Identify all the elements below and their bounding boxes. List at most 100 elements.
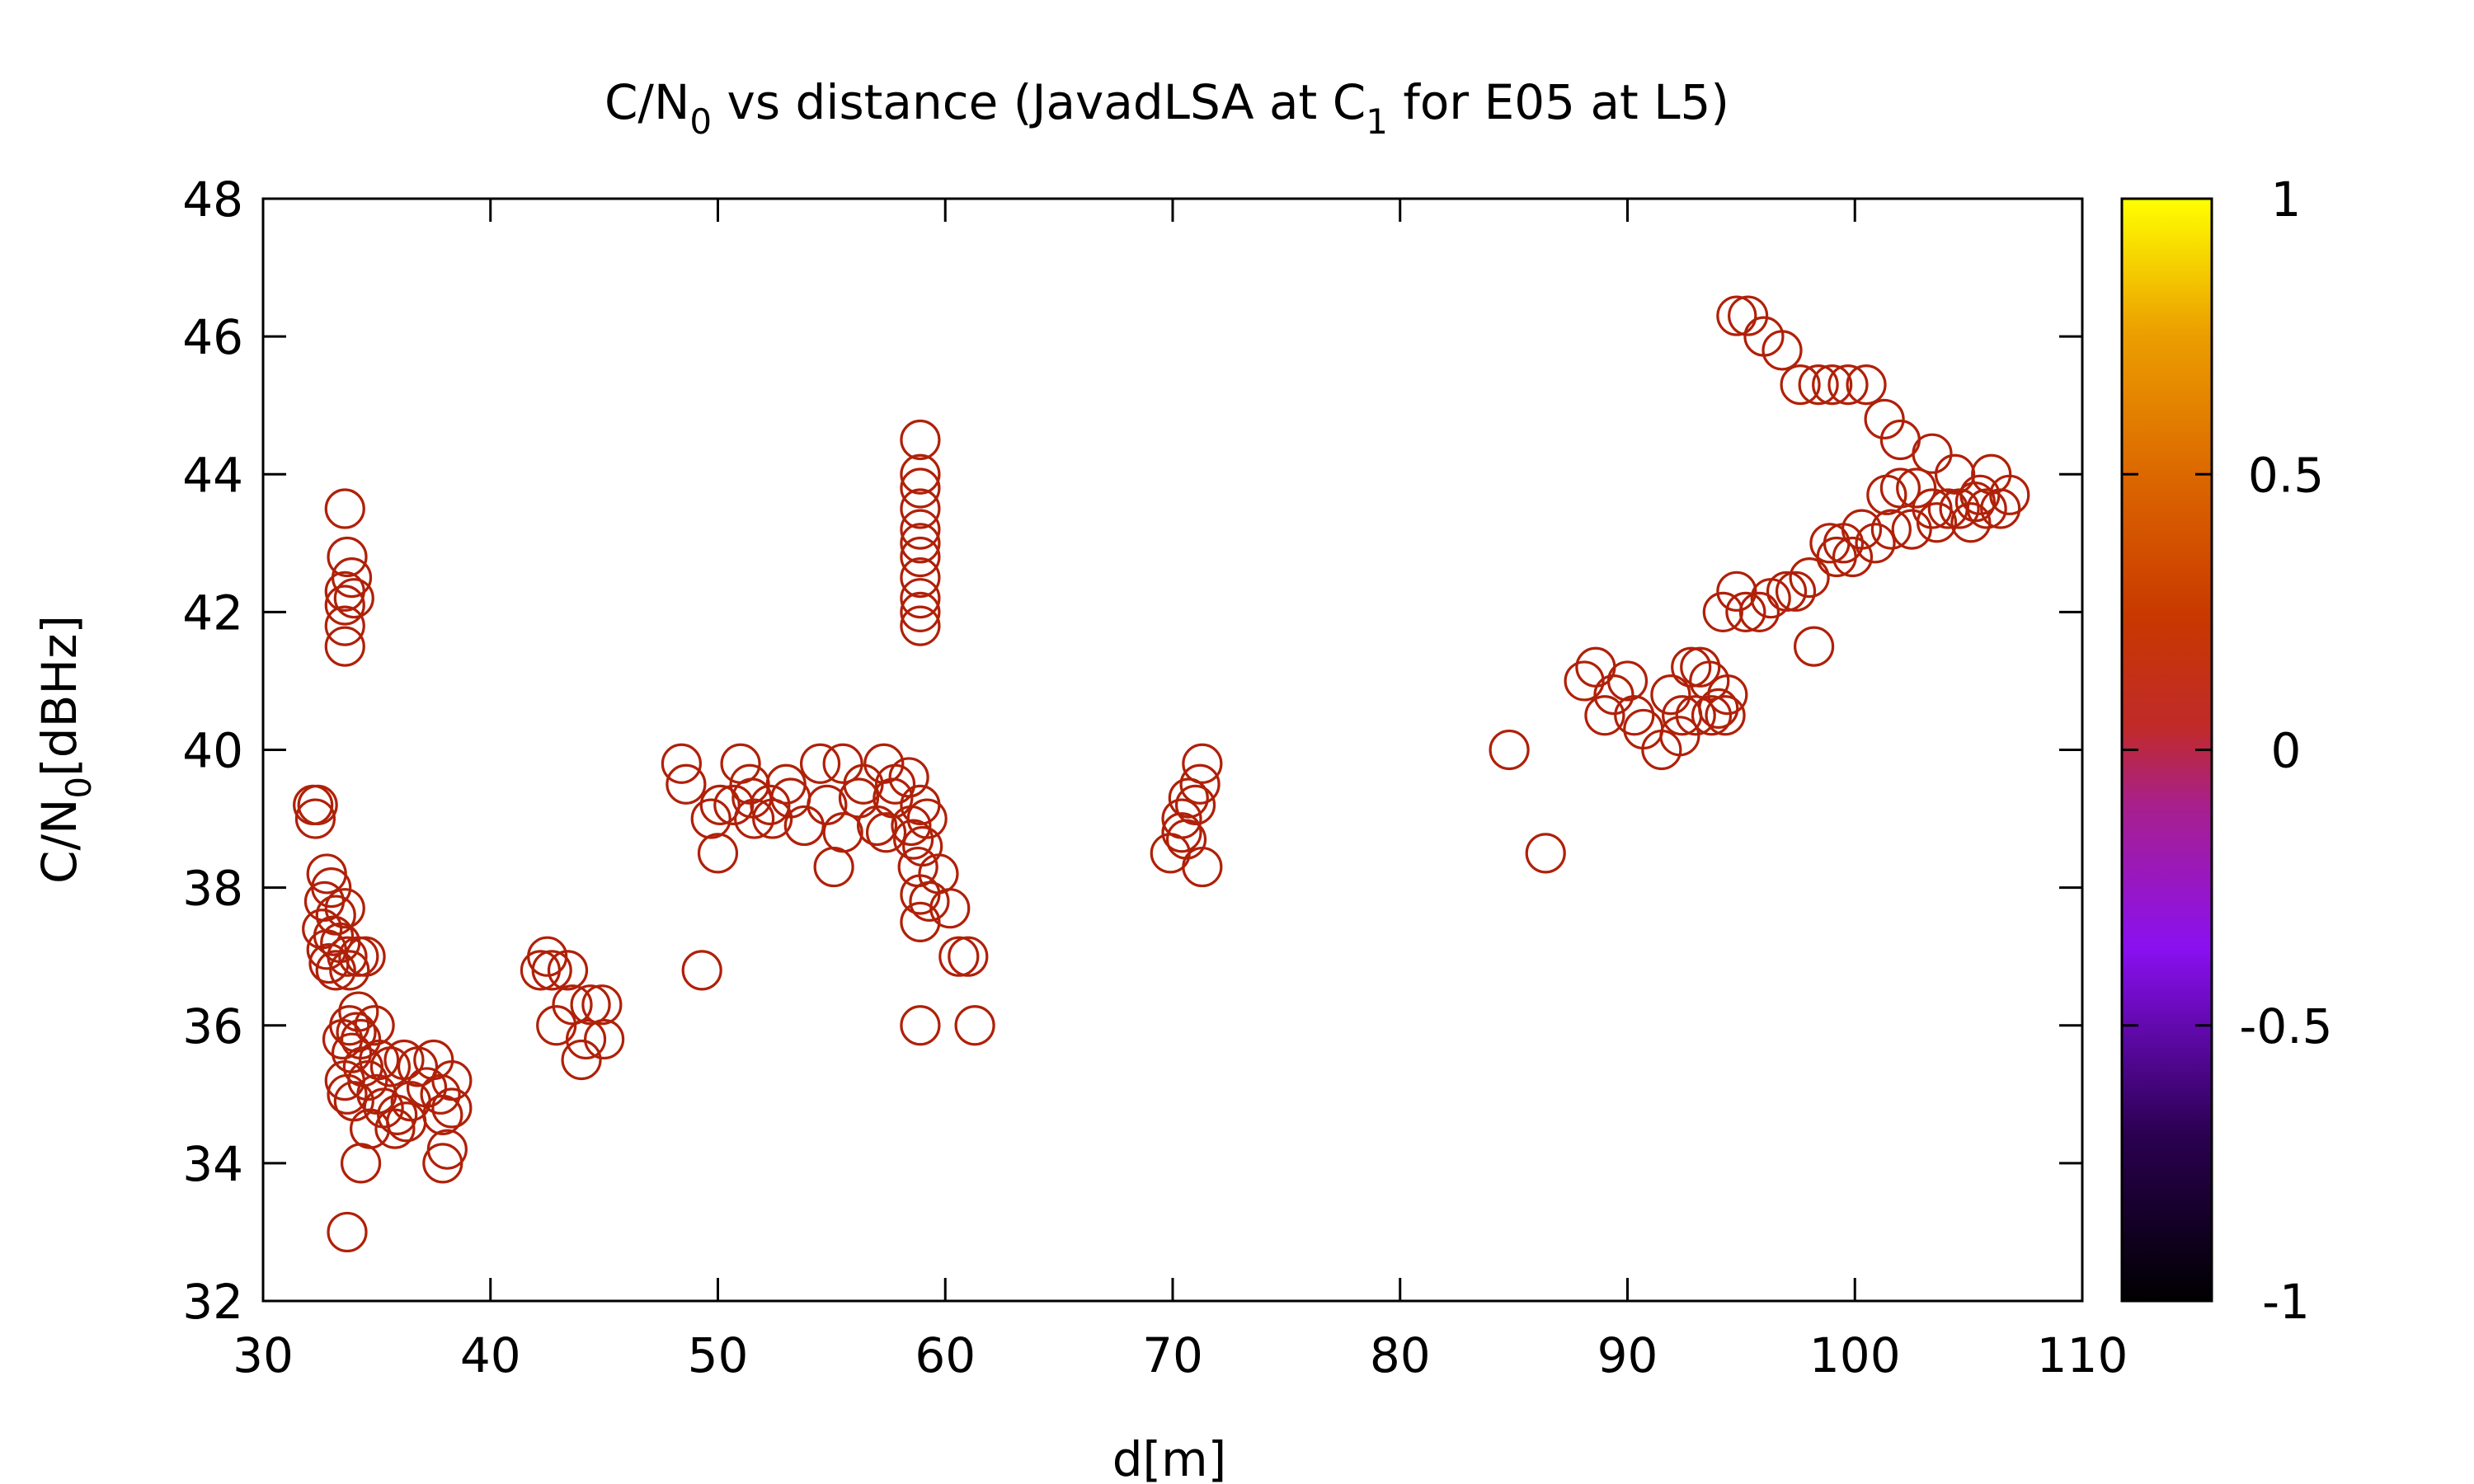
data-point	[327, 936, 368, 977]
data-point	[1707, 674, 1748, 716]
data-point	[729, 763, 770, 805]
data-point	[1934, 453, 1976, 495]
data-point	[552, 984, 593, 1026]
data-point	[1691, 695, 1733, 736]
data-point	[1846, 364, 1887, 406]
data-point	[1864, 398, 1905, 439]
data-point	[1728, 295, 1769, 336]
data-point	[822, 743, 863, 784]
colorbar-tick-label: 0	[2271, 723, 2302, 779]
data-point	[324, 488, 365, 529]
data-point	[1168, 777, 1209, 819]
data-point	[713, 784, 755, 825]
data-point	[1584, 695, 1625, 736]
data-point	[900, 874, 941, 915]
y-tick-label: 44	[182, 447, 243, 503]
data-point	[297, 784, 338, 825]
data-point	[856, 805, 898, 847]
data-point	[386, 1101, 427, 1143]
data-point	[1680, 646, 1721, 688]
data-point	[900, 536, 941, 578]
data-point	[1182, 743, 1223, 784]
data-point	[1891, 509, 1932, 550]
data-point	[584, 1018, 625, 1060]
data-point	[420, 1073, 461, 1115]
x-tick-label: 30	[233, 1327, 294, 1383]
data-point	[900, 419, 941, 461]
data-point	[324, 571, 365, 612]
data-point	[1705, 695, 1746, 736]
data-point	[1761, 330, 1803, 371]
data-point	[891, 805, 932, 847]
data-point	[1650, 674, 1691, 716]
data-point	[1959, 474, 2001, 515]
data-point	[799, 743, 841, 784]
data-point	[1841, 509, 1883, 550]
data-point	[954, 1005, 995, 1046]
data-point	[900, 453, 941, 495]
data-point	[699, 784, 741, 825]
y-tick-label: 46	[182, 309, 243, 365]
y-tick-label: 34	[182, 1136, 243, 1192]
data-point	[948, 936, 989, 977]
data-point	[681, 950, 722, 991]
data-point	[1593, 674, 1634, 716]
data-point	[431, 1087, 473, 1129]
colorbar-tick-label: 0.5	[2248, 447, 2324, 503]
data-point	[822, 812, 863, 853]
y-tick-label: 36	[182, 998, 243, 1054]
data-point	[333, 578, 374, 619]
data-point	[1766, 571, 1808, 612]
data-point	[1702, 591, 1743, 632]
colorbar-tick-label: 1	[2271, 171, 2302, 228]
data-point	[1789, 556, 1830, 599]
x-tick-label: 60	[915, 1327, 976, 1383]
data-point	[900, 556, 941, 599]
data-point	[1525, 833, 1566, 874]
data-point	[1794, 626, 1835, 667]
data-point	[1950, 502, 1992, 543]
data-point	[581, 984, 623, 1026]
data-point	[1870, 509, 1912, 550]
data-point	[324, 626, 365, 667]
data-point	[377, 1094, 418, 1135]
x-tick-label: 110	[2037, 1327, 2128, 1383]
data-point	[547, 950, 589, 991]
data-point	[661, 743, 702, 784]
data-point	[690, 798, 731, 839]
data-point	[315, 950, 356, 991]
x-tick-label: 70	[1142, 1327, 1203, 1383]
data-point	[520, 950, 562, 991]
y-tick-label: 32	[182, 1274, 243, 1330]
data-points	[293, 295, 2030, 1253]
data-point	[1182, 846, 1223, 888]
data-point	[900, 1005, 941, 1046]
data-point	[1916, 502, 1958, 543]
data-point	[1675, 695, 1716, 736]
data-point	[900, 523, 941, 564]
data-point	[750, 784, 791, 825]
data-point	[938, 936, 980, 977]
chart-title: C/N0 vs distance (JavadLSA at C1 for E05…	[604, 74, 1729, 142]
data-point	[1855, 523, 1896, 564]
data-point	[565, 1018, 607, 1060]
data-point	[1698, 688, 1739, 729]
data-point	[1775, 571, 1817, 612]
data-point	[1725, 591, 1766, 632]
data-point	[1971, 453, 2012, 495]
data-point	[422, 1094, 463, 1135]
data-point	[422, 1143, 463, 1184]
data-point	[345, 936, 386, 977]
y-tick-label: 38	[182, 861, 243, 917]
x-tick-label: 50	[688, 1327, 749, 1383]
data-point	[531, 950, 572, 991]
data-point	[327, 1073, 368, 1115]
data-point	[1812, 364, 1853, 406]
data-point	[1716, 295, 1757, 336]
data-point	[909, 881, 950, 922]
data-point	[324, 585, 365, 626]
y-tick-label: 42	[182, 585, 243, 641]
x-tick-label: 100	[1809, 1327, 1901, 1383]
data-point	[865, 812, 907, 853]
